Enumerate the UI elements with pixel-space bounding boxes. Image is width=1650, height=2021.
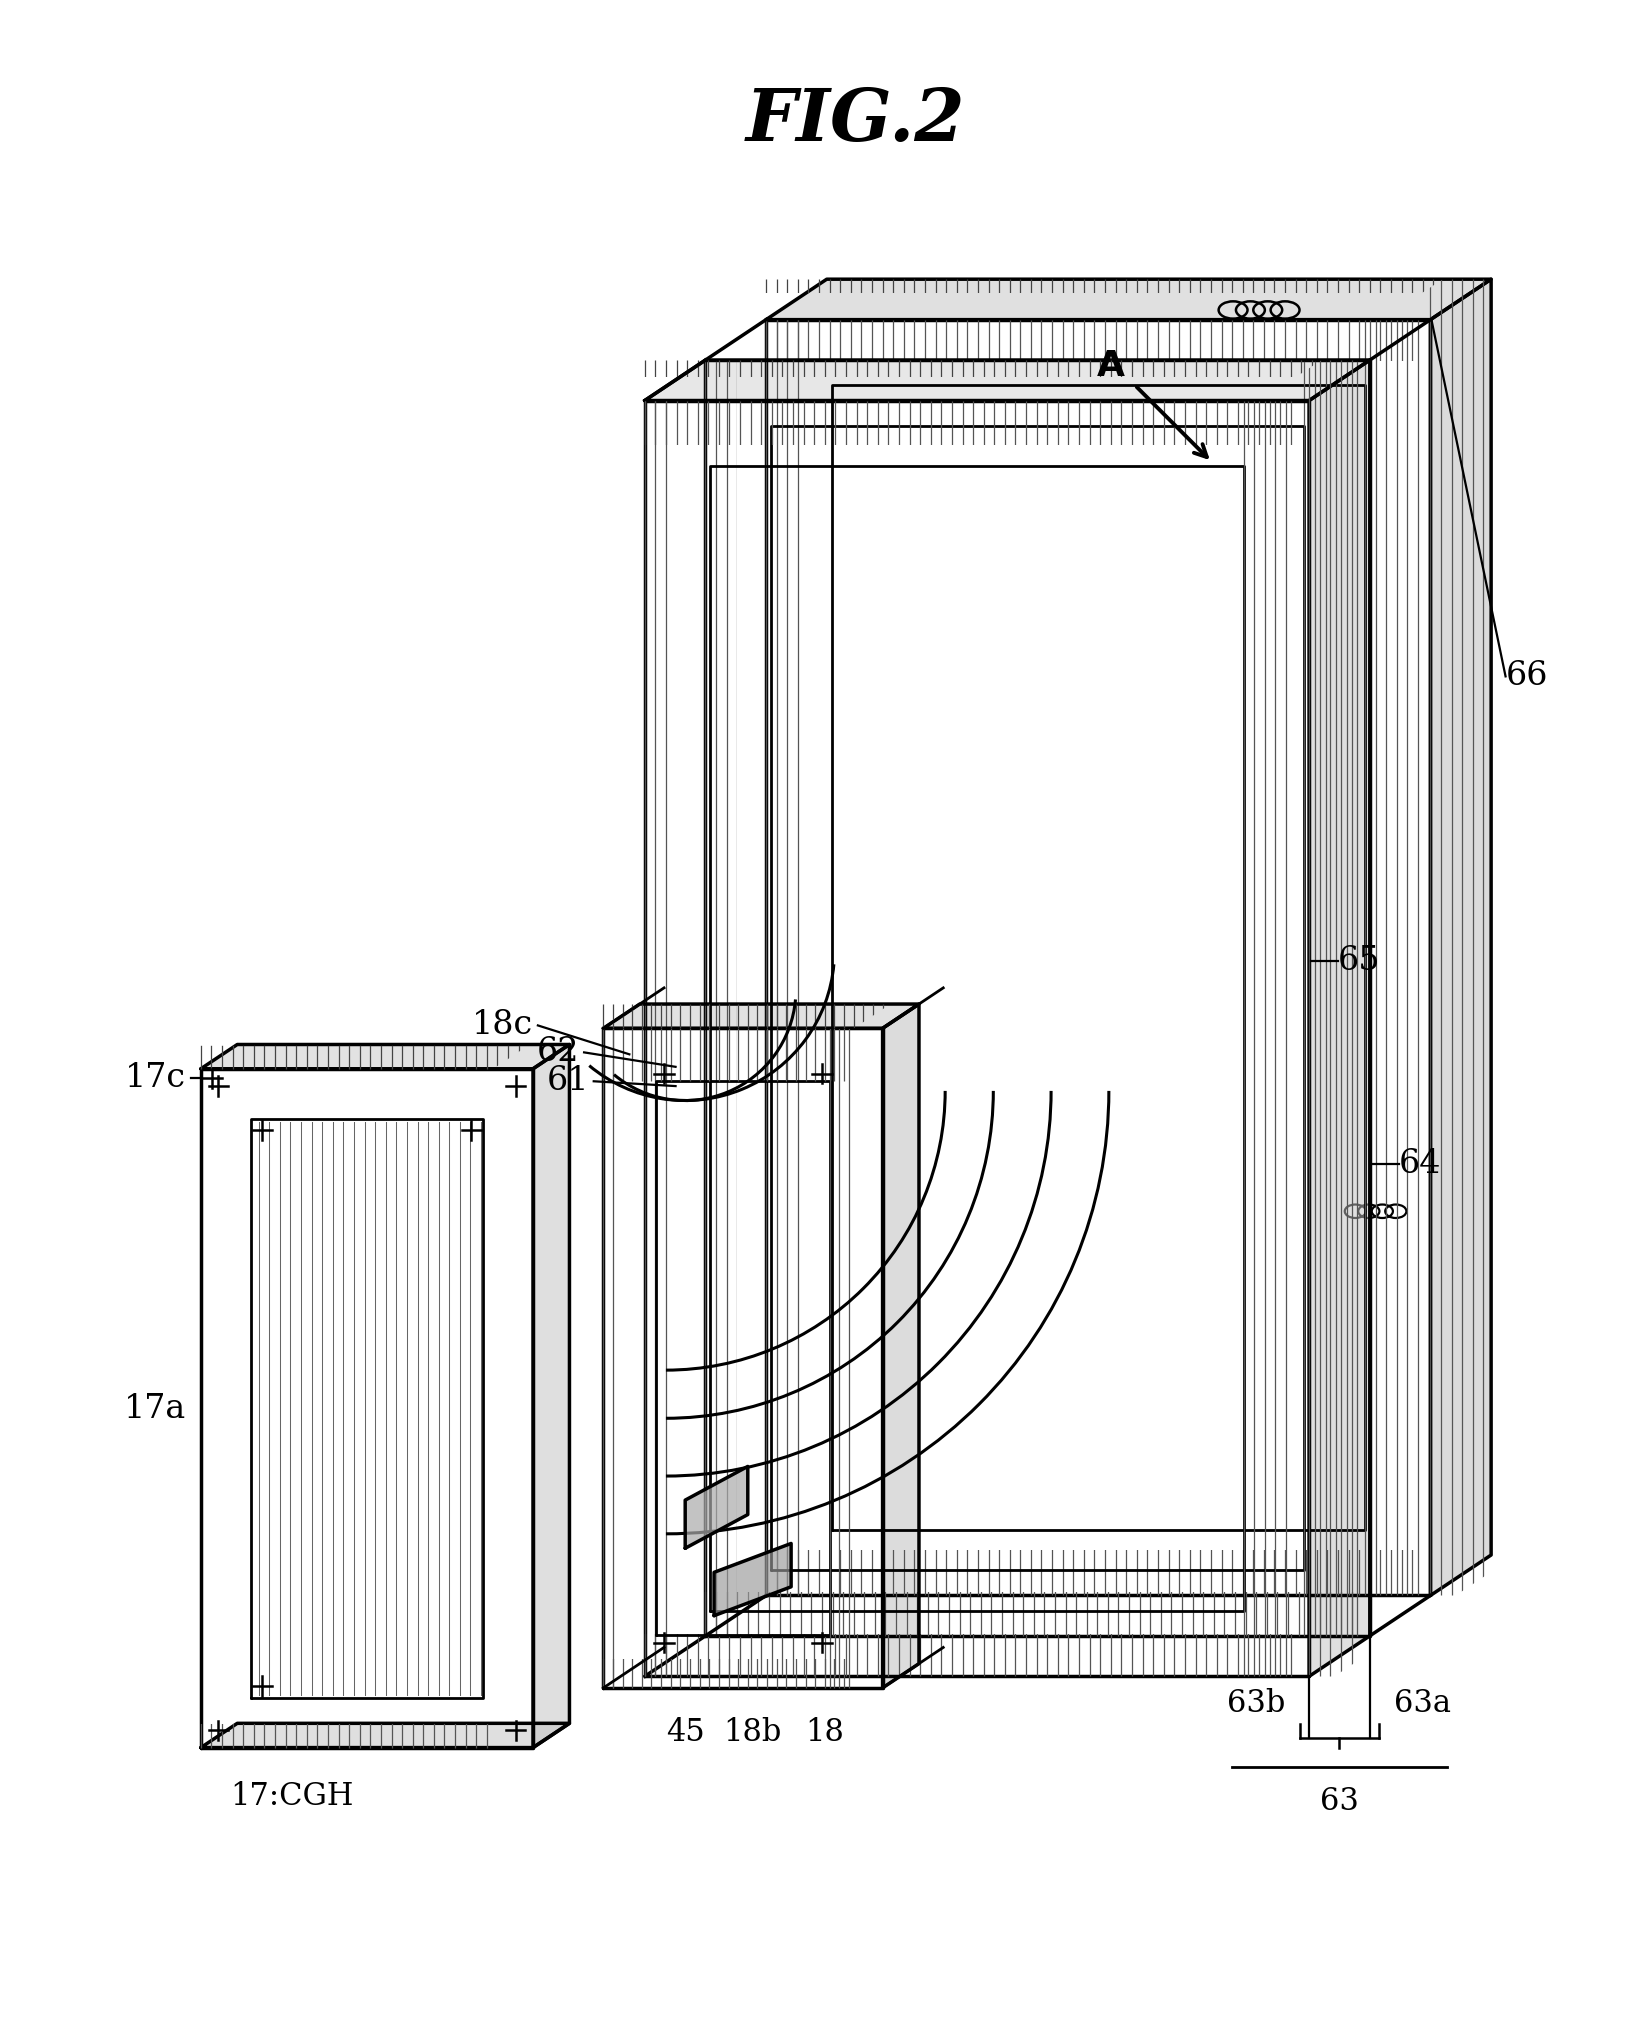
Text: 18c: 18c: [472, 1008, 533, 1041]
Polygon shape: [883, 1004, 919, 1688]
Polygon shape: [604, 1004, 919, 1029]
Polygon shape: [714, 1544, 790, 1615]
Polygon shape: [685, 1467, 747, 1548]
Text: 63a: 63a: [1394, 1688, 1450, 1718]
Text: 17a: 17a: [124, 1392, 186, 1425]
Text: 18: 18: [805, 1716, 845, 1748]
Text: 45: 45: [667, 1716, 705, 1748]
Polygon shape: [201, 1045, 569, 1069]
Text: 61: 61: [546, 1065, 589, 1097]
Text: 66: 66: [1505, 661, 1548, 693]
Text: FIG.2: FIG.2: [746, 85, 965, 156]
Text: 62: 62: [536, 1037, 579, 1069]
Text: 63b: 63b: [1226, 1688, 1285, 1718]
Polygon shape: [533, 1045, 569, 1748]
Text: 64: 64: [1399, 1148, 1440, 1180]
Polygon shape: [645, 360, 1370, 400]
Polygon shape: [1308, 360, 1370, 1675]
Text: 18b: 18b: [723, 1716, 782, 1748]
Polygon shape: [201, 1724, 569, 1748]
Text: 17:CGH: 17:CGH: [229, 1781, 353, 1813]
Polygon shape: [766, 279, 1492, 319]
Text: 17c: 17c: [125, 1063, 186, 1095]
Polygon shape: [1431, 279, 1492, 1595]
Text: 63: 63: [1320, 1787, 1360, 1817]
Text: 65: 65: [1338, 946, 1381, 978]
Text: A: A: [1097, 350, 1125, 382]
